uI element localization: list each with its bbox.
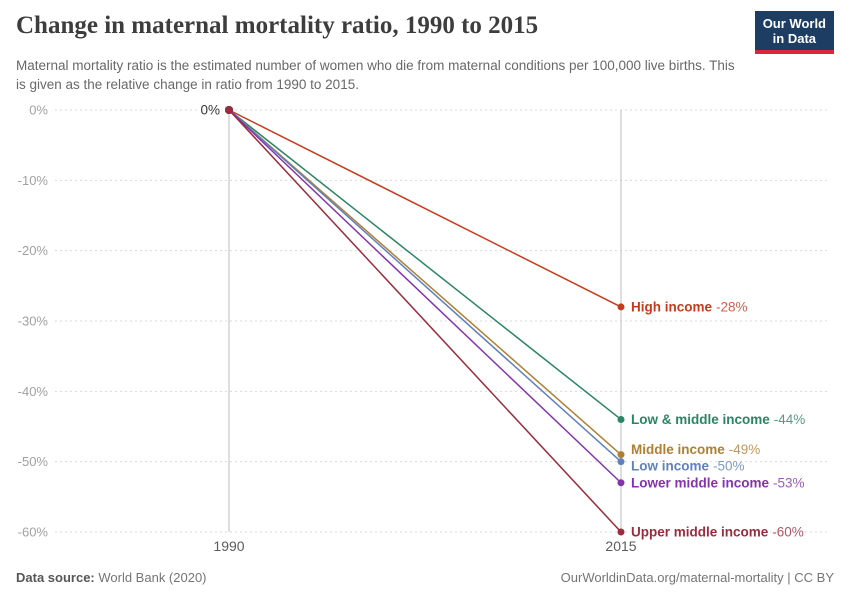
series-line[interactable] bbox=[228, 109, 622, 421]
series-end-dot[interactable] bbox=[617, 528, 625, 536]
series-end-dot[interactable] bbox=[617, 479, 625, 487]
y-tick-label: -20% bbox=[18, 243, 49, 258]
series-label[interactable]: Upper middle income -60% bbox=[630, 523, 806, 541]
series-label[interactable]: Middle income -49% bbox=[630, 441, 762, 459]
chart-title: Change in maternal mortality ratio, 1990… bbox=[16, 12, 539, 39]
data-source: Data source: World Bank (2020) bbox=[16, 570, 207, 585]
series-end-dot[interactable] bbox=[617, 415, 625, 423]
y-tick-label: -10% bbox=[18, 173, 49, 188]
owid-logo-line1: Our World bbox=[762, 16, 826, 31]
series-labels-group: High income -28% Low & middle income -44% Mi… bbox=[630, 298, 807, 541]
gridlines-group: 0% -10% -20% -30% -40% -50% -60% bbox=[18, 103, 830, 540]
series-group bbox=[225, 106, 625, 536]
series-end-dot[interactable] bbox=[617, 458, 625, 466]
owid-logo[interactable]: Our World in Data bbox=[754, 11, 834, 54]
y-tick-label: -60% bbox=[18, 525, 49, 540]
y-tick-label: -50% bbox=[18, 454, 49, 469]
series-line[interactable] bbox=[228, 109, 622, 484]
series-start-dot[interactable] bbox=[225, 106, 233, 114]
y-tick-label: 0% bbox=[29, 103, 48, 118]
data-source-value: World Bank (2020) bbox=[94, 570, 207, 585]
x-tick-label: 2015 bbox=[605, 538, 636, 554]
series-end-dot[interactable] bbox=[617, 303, 625, 311]
series-label[interactable]: Low income -50% bbox=[630, 457, 747, 475]
series-label[interactable]: Lower middle income -53% bbox=[630, 474, 807, 492]
credit-link[interactable]: OurWorldinData.org/maternal-mortality | … bbox=[560, 570, 834, 585]
series-line[interactable] bbox=[228, 109, 622, 533]
data-source-label: Data source: bbox=[16, 570, 95, 585]
owid-logo-line2: in Data bbox=[772, 31, 817, 46]
series-line[interactable] bbox=[228, 109, 622, 463]
x-axes-group: 1990 2015 bbox=[213, 110, 637, 554]
y-tick-label: -40% bbox=[18, 384, 49, 399]
y-tick-label: -30% bbox=[18, 314, 49, 329]
series-line[interactable] bbox=[228, 109, 622, 456]
start-value-label: 0% bbox=[200, 103, 220, 118]
series-label[interactable]: High income -28% bbox=[630, 298, 750, 316]
x-tick-label: 1990 bbox=[213, 538, 244, 554]
chart-subtitle: Maternal mortality ratio is the estimate… bbox=[16, 58, 735, 92]
series-end-dot[interactable] bbox=[617, 451, 625, 459]
series-label[interactable]: Low & middle income -44% bbox=[630, 410, 807, 428]
series-line[interactable] bbox=[228, 109, 622, 308]
